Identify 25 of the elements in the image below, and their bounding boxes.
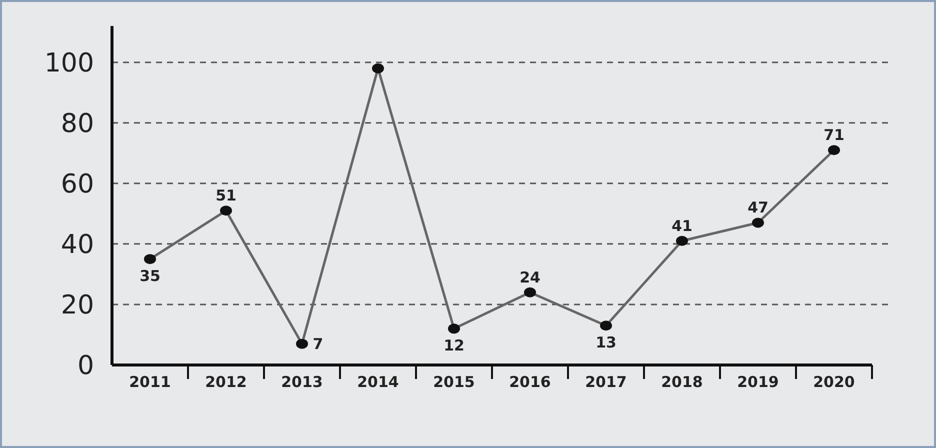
x-tick-label: 2012 (205, 373, 247, 391)
data-label: 24 (520, 268, 540, 286)
y-tick-label: 20 (60, 290, 94, 321)
y-tick-label: 60 (60, 169, 94, 200)
data-label: 13 (596, 334, 616, 352)
x-tick-label: 2011 (129, 373, 171, 391)
y-tick-label: 80 (60, 108, 94, 139)
y-tick-label: 40 (60, 230, 94, 260)
y-tick-label: 100 (44, 48, 94, 78)
data-label: 7 (312, 334, 324, 353)
x-tick-label: 2016 (509, 373, 551, 391)
data-label: 12 (444, 336, 464, 355)
x-tick-label: 2015 (433, 373, 475, 391)
data-label: 71 (824, 126, 844, 144)
x-tick-label: 2020 (813, 373, 855, 391)
data-label: 47 (748, 198, 768, 217)
x-tick-label: 2017 (585, 373, 627, 391)
y-tick-label: 0 (77, 351, 94, 382)
x-tick-label: 2018 (661, 373, 703, 391)
x-tick-label: 2014 (357, 373, 399, 391)
data-label: 35 (140, 267, 160, 286)
x-tick-label: 2013 (281, 373, 323, 391)
data-label: 51 (216, 186, 236, 205)
data-label: 41 (672, 216, 692, 235)
x-tick-label: 2019 (737, 373, 779, 391)
